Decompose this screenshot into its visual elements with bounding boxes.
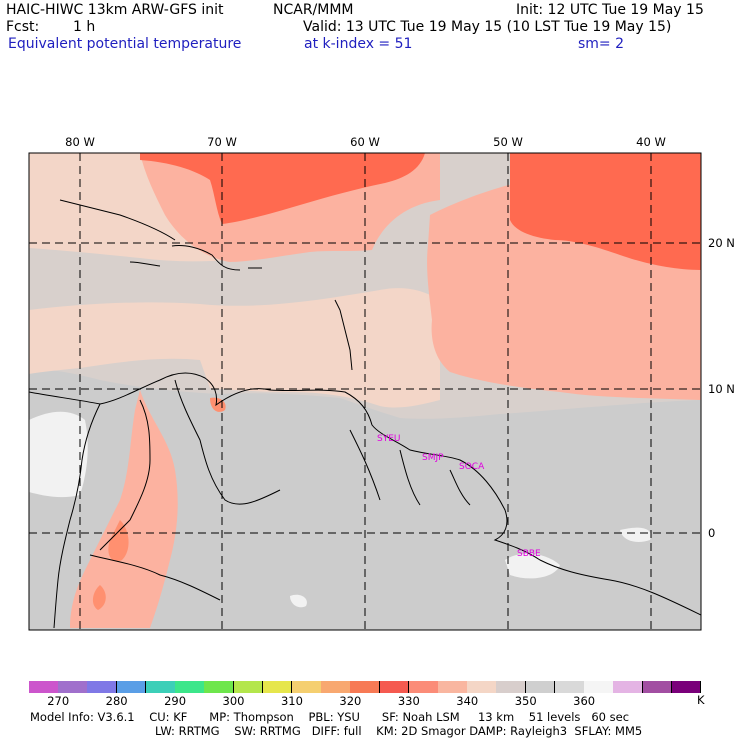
field-345-north	[29, 153, 230, 262]
field-name: Equivalent potential temperature	[8, 36, 242, 52]
suriname-border	[399, 449, 421, 506]
field-340-andes	[70, 390, 178, 628]
colorbar-cell	[58, 681, 88, 693]
colorbar-tick-label: 360	[573, 694, 596, 708]
guyana-border	[349, 429, 381, 501]
fcst-value: 1 h	[73, 19, 96, 35]
field-345	[29, 288, 440, 408]
lat-labels: 20 N 10 N 0	[708, 236, 735, 540]
colorbar-cell	[175, 681, 205, 693]
lon-labels: 80 W 70 W 60 W 50 W 40 W	[65, 135, 666, 149]
model-title: HAIC-HIWC 13km ARW-GFS init	[6, 2, 224, 18]
colorbar-cell	[496, 681, 527, 693]
init-time: Init: 12 UTC Tue 19 May 15	[516, 2, 704, 18]
lon-label: 80 W	[65, 135, 95, 149]
colorbar-cell	[291, 681, 322, 693]
peru-border	[89, 554, 221, 601]
colorbar-cell	[87, 681, 118, 693]
lon-label: 50 W	[493, 135, 523, 149]
colorbar-tick-label: 310	[280, 694, 303, 708]
colorbar-cell	[554, 681, 585, 693]
station-syeu: SYEU	[377, 434, 400, 444]
colombia-border	[99, 399, 151, 551]
colorbar-cell	[233, 681, 264, 693]
colorbar-tick-label: 340	[456, 694, 479, 708]
colorbar-tick-label: 330	[397, 694, 420, 708]
field-360-east	[620, 527, 651, 542]
model-info-line: Model Info: V3.6.1 CU: KF MP: Thompson P…	[30, 710, 630, 724]
station-labels: SYEU SMJP SOCA SBBE	[377, 434, 541, 559]
field-325-andes	[108, 520, 129, 562]
colorbar-cell	[29, 681, 59, 693]
lat-label: 10 N	[708, 382, 735, 396]
colorbar-tick-label: 290	[164, 694, 187, 708]
french-guiana-border	[449, 469, 471, 506]
venezuela-border	[174, 379, 281, 505]
lat-label: 0	[708, 526, 715, 540]
field-335-north	[140, 153, 425, 224]
station-smjp: SMJP	[422, 453, 444, 463]
field-325-andes-south	[92, 585, 106, 610]
valid-time: Valid: 13 UTC Tue 19 May 15 (10 LST Tue …	[303, 19, 672, 35]
cuba-coast	[59, 199, 176, 241]
colorbar-cell	[525, 681, 556, 693]
colorbar-cell	[204, 681, 234, 693]
colorbar-cell	[438, 681, 468, 693]
graticule	[29, 153, 701, 630]
colorbar-cell	[467, 681, 497, 693]
colorbar-cell	[262, 681, 293, 693]
colorbar-tick-label: 320	[339, 694, 362, 708]
lon-label: 70 W	[207, 135, 237, 149]
colorbar-cell	[408, 681, 439, 693]
lon-label: 40 W	[636, 135, 666, 149]
colorbar-unit: K	[697, 693, 705, 707]
colorbar-cell	[321, 681, 351, 693]
map-frame	[28, 152, 702, 631]
colorbar-cell	[671, 681, 702, 693]
field-360-west	[29, 411, 88, 498]
station-soca: SOCA	[459, 462, 485, 472]
colorbar-tick-label: 270	[47, 694, 70, 708]
colorbar-cell	[350, 681, 381, 693]
physics-info-line: LW: RRTMG SW: RRTMG DIFF: full KM: 2D Sm…	[155, 724, 643, 738]
colorbar-cell	[584, 681, 614, 693]
colorbar-cell	[116, 681, 147, 693]
hispaniola-coast	[171, 245, 241, 271]
colorbar-cell	[145, 681, 176, 693]
south-america-north-coast	[29, 372, 701, 616]
coastlines	[29, 199, 701, 629]
colorbar-cell	[642, 681, 673, 693]
south-america-west-coast	[53, 403, 101, 629]
field-335-northeast	[510, 153, 701, 270]
org-label: NCAR/MMM	[273, 2, 354, 18]
jamaica-coast	[129, 261, 161, 267]
lesser-antilles	[334, 299, 353, 371]
lon-label: 60 W	[350, 135, 380, 149]
colorbar-tick-label: 280	[105, 694, 128, 708]
colorbar-tick-label: 300	[222, 694, 245, 708]
field-360-interior	[290, 594, 307, 608]
colorbar-tick-label: 350	[514, 694, 537, 708]
fcst-label: Fcst:	[6, 19, 40, 35]
station-sbbe: SBBE	[517, 549, 541, 559]
level-label: at k-index = 51	[304, 36, 413, 52]
colorbar-cell	[379, 681, 410, 693]
colorbar-cell	[613, 681, 644, 693]
field-360-amazon-mouth	[505, 553, 560, 579]
lat-label: 20 N	[708, 236, 735, 250]
smoothing-label: sm= 2	[578, 36, 625, 52]
